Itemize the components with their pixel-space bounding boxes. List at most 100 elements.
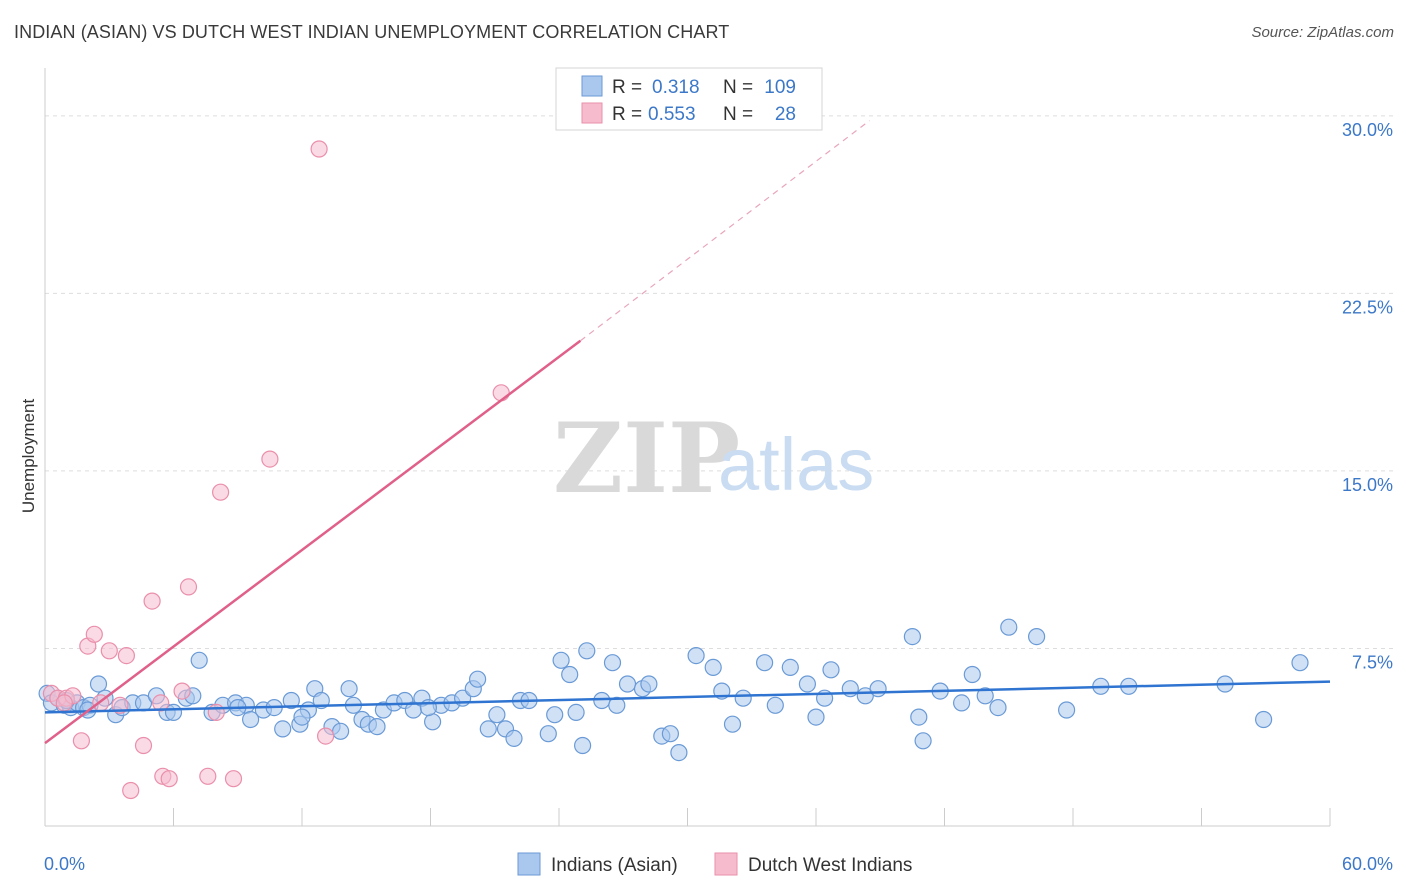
indians-asian-point	[274, 720, 292, 738]
indians-asian-point	[546, 706, 564, 724]
dutch-west-indians-point	[143, 592, 161, 610]
stats-n-value-pink: 28	[775, 104, 796, 125]
y-tick-label: 22.5%	[1342, 297, 1393, 317]
dutch-west-indians-point	[310, 140, 328, 158]
indians-asian-point	[1027, 627, 1046, 646]
trend-line-dutch-west-indians-extension	[580, 120, 870, 342]
stats-n-value-blue: 109	[764, 77, 796, 98]
series-dutch-west-indians-points	[42, 140, 510, 800]
indians-asian-point	[1254, 710, 1273, 729]
indians-asian-point	[573, 736, 592, 755]
indians-asian-point	[190, 651, 208, 669]
indians-asian-point	[755, 654, 774, 672]
indians-asian-point	[242, 710, 260, 729]
indians-asian-point	[766, 696, 784, 714]
stats-r-label-pink: R =	[612, 104, 642, 125]
indians-asian-point	[567, 703, 585, 722]
indians-asian-point	[704, 658, 722, 677]
indians-asian-point	[798, 675, 817, 693]
indians-asian-point	[282, 691, 300, 710]
indians-asian-point	[781, 658, 799, 677]
stats-r-label-blue: R =	[612, 77, 642, 98]
series-legend-swatch-pink	[714, 852, 738, 876]
indians-asian-point	[340, 680, 358, 698]
indians-asian-point	[914, 732, 932, 750]
x-ticks	[44, 808, 1331, 826]
stats-legend-swatch-pink	[581, 102, 603, 124]
dutch-west-indians-point	[212, 483, 230, 501]
trend-line-indians-asian	[44, 680, 1331, 714]
indians-asian-point	[424, 713, 442, 731]
indians-asian-point	[640, 675, 658, 693]
indians-asian-point	[293, 708, 311, 726]
dutch-west-indians-point	[55, 694, 73, 712]
indians-asian-point	[479, 720, 497, 738]
dutch-west-indians-point	[72, 732, 91, 750]
y-axis-label: Unemployment	[19, 399, 38, 514]
stats-r-value-pink: 0.553	[648, 104, 696, 125]
trend-lines	[44, 120, 1331, 745]
dutch-west-indians-point	[199, 767, 217, 785]
dutch-west-indians-point	[160, 770, 178, 788]
stats-n-label-blue: N =	[723, 77, 753, 98]
indians-asian-point	[368, 717, 386, 736]
indians-asian-point	[807, 708, 825, 726]
series-legend-label-pink: Dutch West Indians	[748, 855, 912, 876]
indians-asian-point	[618, 675, 637, 693]
series-legend-label-blue: Indians (Asian)	[551, 855, 678, 876]
source-label: Source: ZipAtlas.com	[1251, 24, 1394, 41]
indians-asian-point	[661, 725, 680, 743]
indians-asian-point	[910, 708, 928, 726]
indians-asian-point	[963, 665, 981, 684]
indians-asian-point	[822, 661, 840, 679]
stats-legend-swatch-blue	[581, 75, 603, 97]
watermark-atlas: atlas	[718, 423, 874, 506]
indians-asian-point	[976, 687, 994, 705]
indians-asian-point	[670, 743, 688, 762]
dutch-west-indians-point	[317, 727, 335, 745]
indians-asian-point	[539, 725, 557, 743]
y-tick-label: 15.0%	[1342, 475, 1393, 495]
y-tick-labels: 7.5% 15.0% 22.5% 30.0%	[1342, 120, 1393, 673]
indians-asian-point	[603, 654, 622, 672]
dutch-west-indians-point	[207, 703, 225, 722]
y-tick-label: 7.5%	[1352, 652, 1393, 672]
dutch-west-indians-point	[179, 578, 198, 596]
dutch-west-indians-point	[492, 384, 510, 402]
indians-asian-point	[989, 698, 1007, 717]
trend-line-dutch-west-indians	[44, 339, 582, 745]
indians-asian-point	[488, 706, 506, 724]
y-tick-label: 30.0%	[1342, 120, 1393, 140]
indians-asian-point	[593, 691, 611, 710]
dutch-west-indians-point	[152, 694, 170, 712]
stats-legend: R = 0.318 N = 109 R = 0.553 N = 28	[555, 67, 823, 131]
series-legend: Indians (Asian) Dutch West Indians	[517, 852, 912, 876]
indians-asian-point	[608, 696, 626, 714]
stats-n-label-pink: N =	[723, 104, 753, 125]
dutch-west-indians-point	[85, 625, 103, 643]
indians-asian-point	[1057, 701, 1076, 719]
stats-r-value-blue: 0.318	[652, 77, 700, 98]
indians-asian-point	[561, 665, 579, 684]
indians-asian-point	[903, 627, 922, 646]
dutch-west-indians-point	[134, 736, 153, 755]
series-legend-swatch-blue	[517, 852, 541, 876]
dutch-west-indians-point	[122, 781, 140, 800]
indians-asian-point	[578, 642, 596, 660]
x-tick-label-max: 60.0%	[1342, 854, 1393, 874]
watermark: ZIP atlas	[553, 402, 874, 515]
indians-asian-point	[1291, 654, 1309, 672]
indians-asian-point	[952, 694, 971, 712]
indians-asian-point	[1000, 618, 1018, 636]
watermark-zip: ZIP	[553, 402, 740, 515]
x-tick-label-min: 0.0%	[44, 854, 85, 874]
dutch-west-indians-point	[261, 450, 279, 468]
indians-asian-point	[723, 715, 742, 733]
indians-asian-point	[469, 670, 487, 688]
indians-asian-point	[505, 729, 523, 748]
indians-asian-point	[734, 689, 752, 707]
dutch-west-indians-point	[117, 646, 136, 665]
indians-asian-point	[552, 651, 570, 669]
dutch-west-indians-point	[224, 770, 243, 788]
